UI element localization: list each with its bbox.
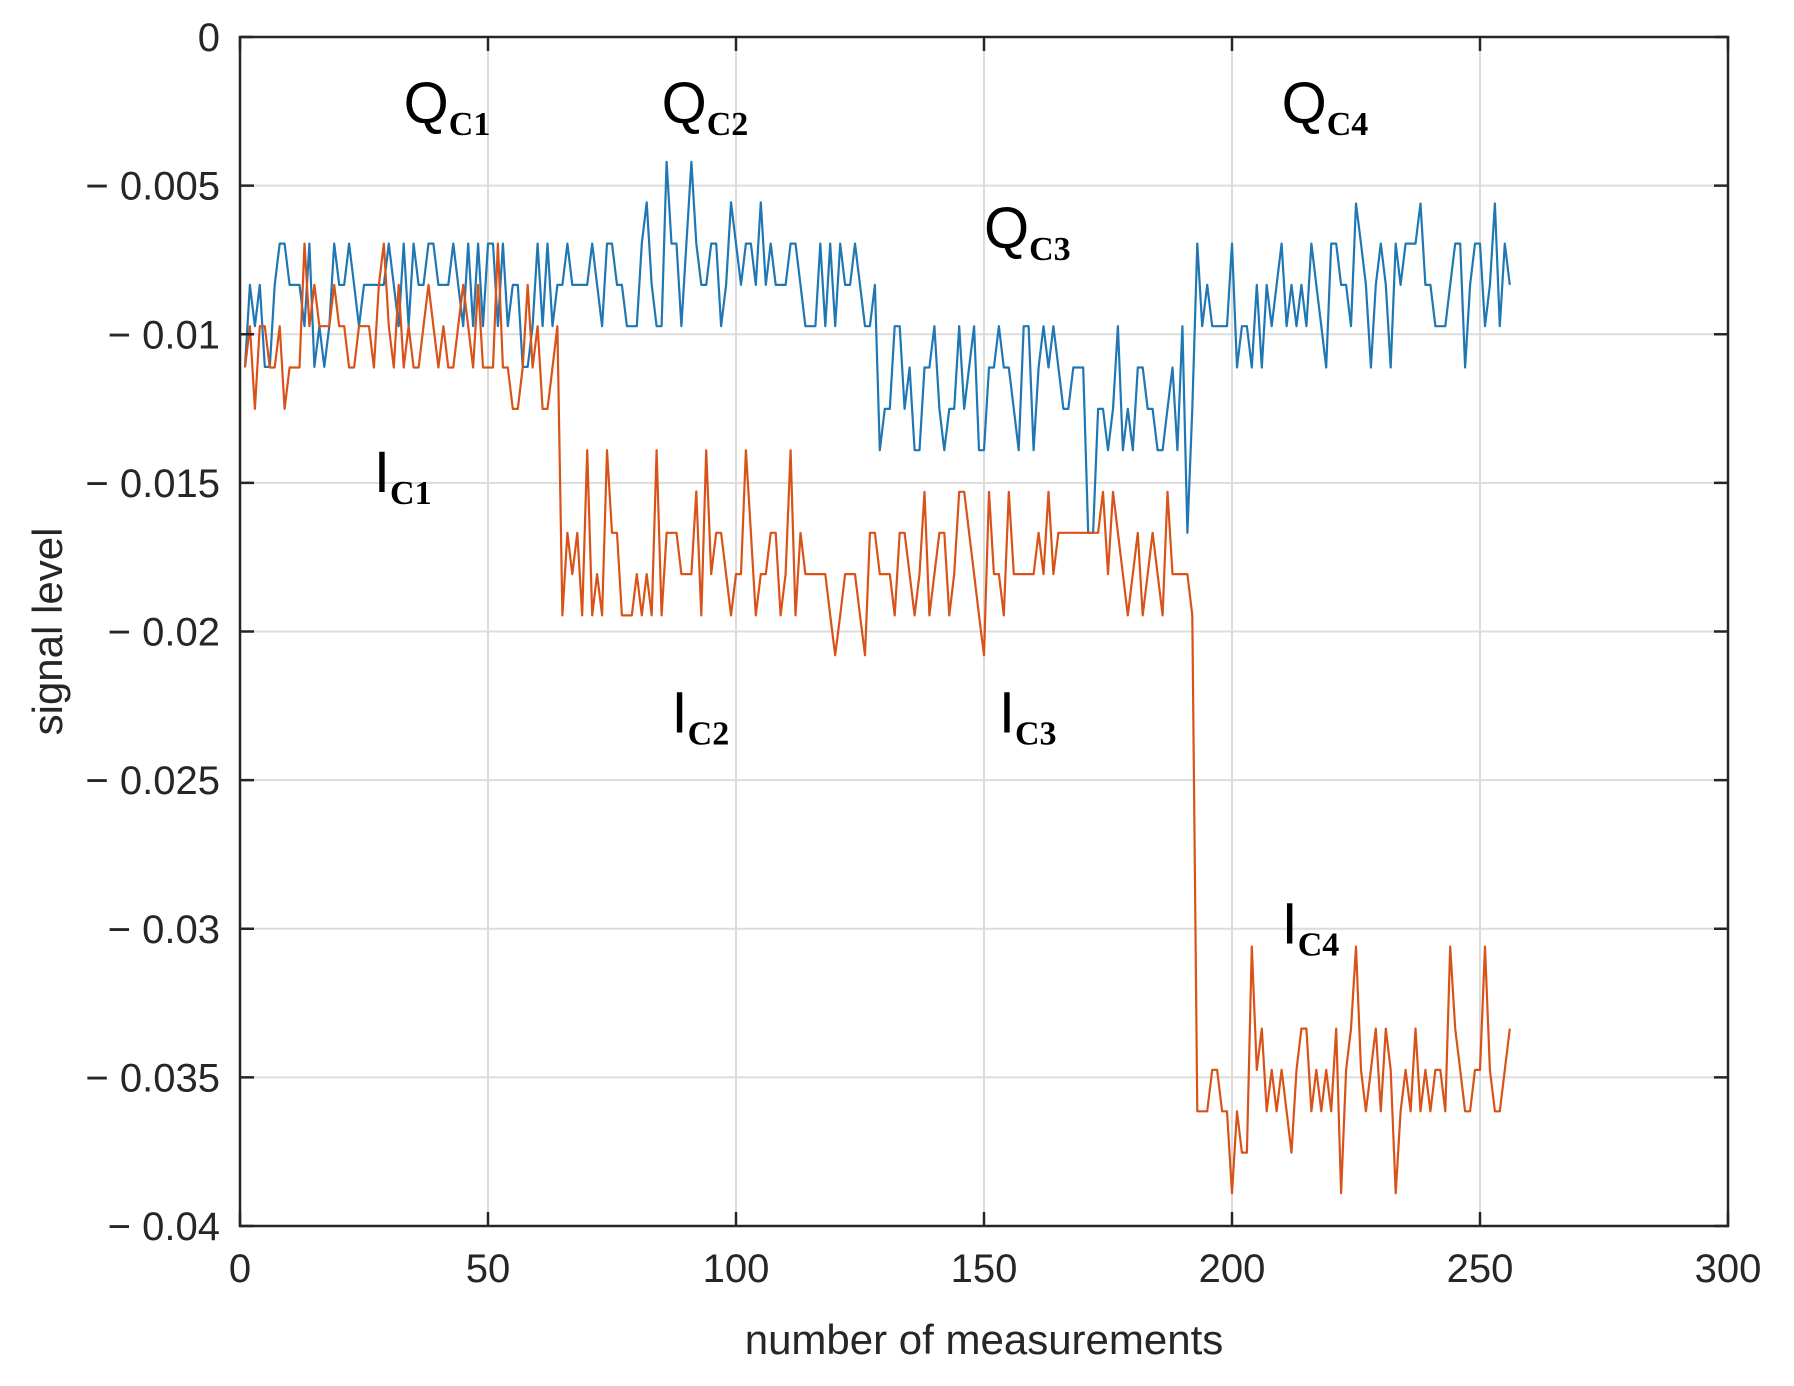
annotation-I-C1: IC1 [374, 440, 432, 512]
x-tick-label: 150 [951, 1247, 1018, 1291]
annotation-main: I [999, 681, 1015, 746]
annotation-Q-C4: QC4 [1282, 71, 1369, 143]
annotation-subscript: C1 [390, 475, 432, 512]
series-layer [243, 160, 1511, 1195]
y-tick-label: − 0.005 [85, 165, 220, 209]
x-tick-label: 100 [703, 1247, 770, 1291]
y-tick-label: 0 [198, 16, 220, 60]
y-tick-labels: 0 − 0.005 − 0.01 − 0.015 − 0.02 − 0.025 − 0.03… [85, 16, 220, 1249]
x-tick-label: 50 [466, 1247, 511, 1291]
x-tick-label: 250 [1447, 1247, 1514, 1291]
tick-marks [238, 35, 1730, 1228]
y-axis-label: signal level [24, 528, 71, 736]
annotation-Q-C2: QC2 [662, 71, 749, 143]
y-tick-label: − 0.015 [85, 462, 220, 506]
annotation-subscript: C2 [688, 716, 730, 753]
x-axis-label: number of measurements [745, 1316, 1224, 1363]
x-tick-label: 200 [1199, 1247, 1266, 1291]
y-tick-label: − 0.04 [108, 1205, 220, 1249]
annotation-I-C2: IC2 [672, 681, 730, 753]
annotation-main: Q [1282, 71, 1327, 136]
series-line-I [243, 242, 1511, 1195]
annotation-I-C4: IC4 [1282, 892, 1340, 964]
grid-lines [239, 36, 1729, 1227]
annotation-main: Q [662, 71, 707, 136]
annotation-main: Q [984, 196, 1029, 261]
x-tick-label: 0 [229, 1247, 251, 1291]
annotation-main: I [1282, 892, 1298, 957]
annotation-main: Q [404, 71, 449, 136]
annotation-main: I [374, 440, 390, 505]
annotation-subscript: C4 [1327, 106, 1369, 143]
y-tick-label: − 0.02 [108, 611, 220, 655]
annotation-subscript: C3 [1029, 231, 1071, 268]
y-tick-label: − 0.03 [108, 908, 220, 952]
annotation-main: I [672, 681, 688, 746]
y-tick-label: − 0.025 [85, 759, 220, 803]
y-tick-label: − 0.01 [108, 313, 220, 357]
annotation-subscript: C2 [707, 106, 749, 143]
x-tick-labels: 0 50 100 150 200 250 300 [229, 1247, 1762, 1291]
annotation-Q-C1: QC1 [404, 71, 491, 143]
annotation-subscript: C4 [1298, 927, 1340, 964]
annotation-subscript: C3 [1015, 716, 1057, 753]
annotation-Q-C3: QC3 [984, 196, 1071, 268]
x-tick-label: 300 [1695, 1247, 1762, 1291]
series-line-Q [243, 160, 1511, 534]
annotation-subscript: C1 [449, 106, 491, 143]
annotation-I-C3: IC3 [999, 681, 1057, 753]
y-tick-label: − 0.035 [85, 1056, 220, 1100]
